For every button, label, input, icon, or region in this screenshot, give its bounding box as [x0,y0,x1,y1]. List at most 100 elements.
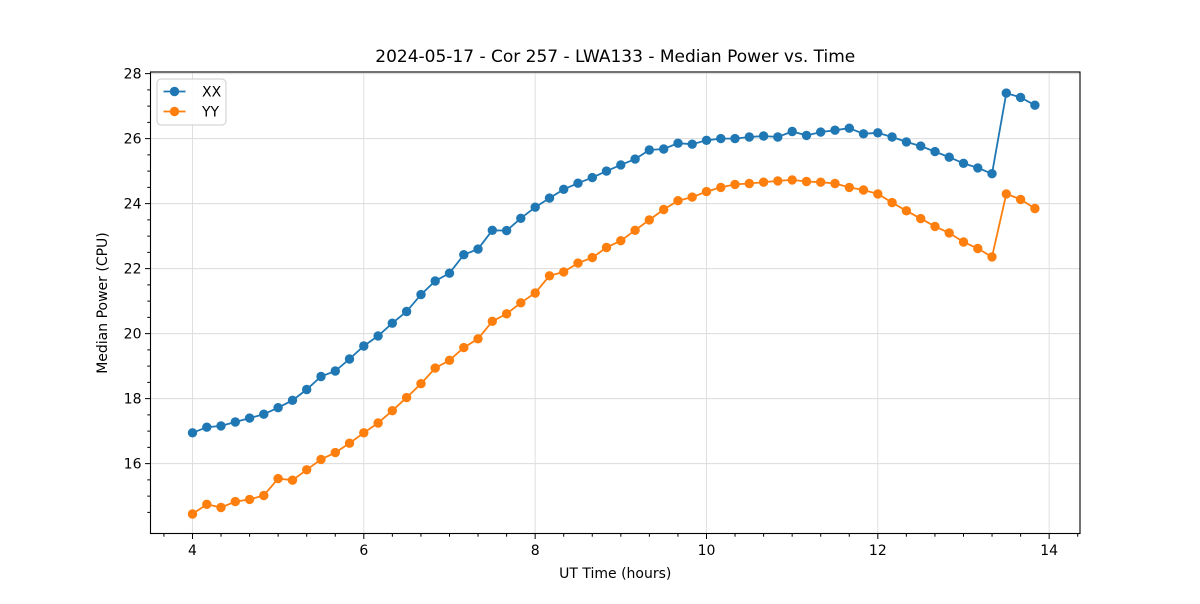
series-YY-marker [801,176,812,187]
y-axis-label: Median Power (CPU) [95,232,111,374]
x-tick-label: 6 [359,543,368,559]
series-XX-marker [1030,100,1040,110]
series-XX-marker [216,421,226,431]
series-YY-marker [187,509,198,519]
series-XX-marker [387,318,397,328]
series-YY-marker [459,342,469,353]
series-XX-marker [1015,92,1026,103]
series-YY-marker [430,363,440,373]
series-YY-marker [387,406,397,416]
series-YY-marker [987,252,997,262]
series-XX-marker [430,276,440,286]
series-XX-marker [973,163,983,173]
series-XX-marker [744,132,754,142]
series-YY [187,175,1040,519]
series-XX-marker [473,244,483,254]
series-YY-marker [758,177,769,187]
series-XX-marker [273,403,283,413]
series-XX-marker [1001,88,1011,98]
series-YY-marker [901,206,912,216]
series-YY-marker [302,465,312,475]
series-YY-marker [687,192,697,202]
series-XX-marker [202,422,212,432]
legend-marker-icon [169,86,180,97]
series-XX-marker [244,413,255,423]
series-XX-marker [758,131,769,141]
series-XX-marker [873,128,883,138]
series-YY-marker [1030,203,1040,214]
series-XX-marker [259,409,269,419]
x-tick-label: 8 [531,543,540,559]
series-YY-marker [573,258,583,268]
legend-label: YY [201,105,220,121]
series-XX-marker [773,132,783,142]
series-XX-marker [416,289,426,300]
x-tick-label: 12 [869,543,887,559]
series-XX-marker [901,137,912,147]
y-tick-label: 24 [124,197,142,213]
series-YY-marker [330,447,340,458]
series-YY-marker [787,175,797,185]
series-YY-marker [273,473,283,484]
series-XX-marker [916,141,926,151]
series-XX-marker [330,366,340,376]
series-YY-marker [473,334,483,344]
series-YY-marker [616,236,626,246]
series-XX-marker [187,428,198,438]
series-XX-marker [230,417,240,427]
series-XX-marker [559,184,569,194]
series-XX-marker [958,158,969,168]
series-YY-marker [230,496,240,507]
series-XX-marker [644,145,654,155]
series-XX-marker [673,138,683,148]
legend-item-YY: YY [163,105,220,121]
series-YY-marker [887,197,897,208]
series-YY-marker [630,225,640,235]
series-YY-marker [973,243,983,254]
series-YY-marker [501,309,512,319]
series-XX-marker [687,139,697,149]
x-axis-label: UT Time (hours) [559,566,671,582]
series-YY-marker [416,379,426,389]
series-YY-marker [359,428,369,438]
series-YY-marker [559,267,569,277]
series-YY-marker [844,182,854,193]
series-XX-marker [787,126,797,137]
series-XX-marker [944,152,954,162]
y-tick-label: 16 [124,457,142,473]
axes-spines [149,71,1081,535]
series-XX-marker [344,354,355,364]
series-YY-marker [202,499,212,509]
series-YY-marker [316,454,326,465]
series-XX-marker [830,125,840,135]
series-XX-marker [801,130,812,141]
series-YY-marker [916,213,926,224]
series-XX-marker [487,225,497,235]
series-XX-marker [987,169,997,179]
series-YY-marker [701,186,712,197]
series-XX-marker [601,166,612,176]
series-XX-marker [316,371,326,382]
series-XX-marker [501,225,512,236]
series-YY-marker [930,221,940,232]
series-YY-marker [373,418,383,428]
x-tick-label: 4 [188,543,197,559]
series-XX-marker [287,395,298,405]
series-YY-marker [287,475,298,485]
y-tick-label: 20 [124,327,142,343]
series-XX-marker [401,306,412,317]
series-XX-marker [587,172,597,183]
series-YY-marker [873,189,883,199]
series-YY-marker [744,178,754,189]
series-YY-marker [816,177,826,187]
chart-title: 2024-05-17 - Cor 257 - LWA133 - Median P… [375,47,855,67]
y-tick-label: 26 [124,132,142,148]
series-YY-marker [644,215,654,225]
series-XX-marker [516,213,526,223]
series-XX-marker [844,123,854,133]
series-XX-marker [659,144,669,154]
axis-ticks [145,73,1079,539]
series-XX-marker [373,331,383,341]
y-tick-label: 28 [124,67,142,83]
